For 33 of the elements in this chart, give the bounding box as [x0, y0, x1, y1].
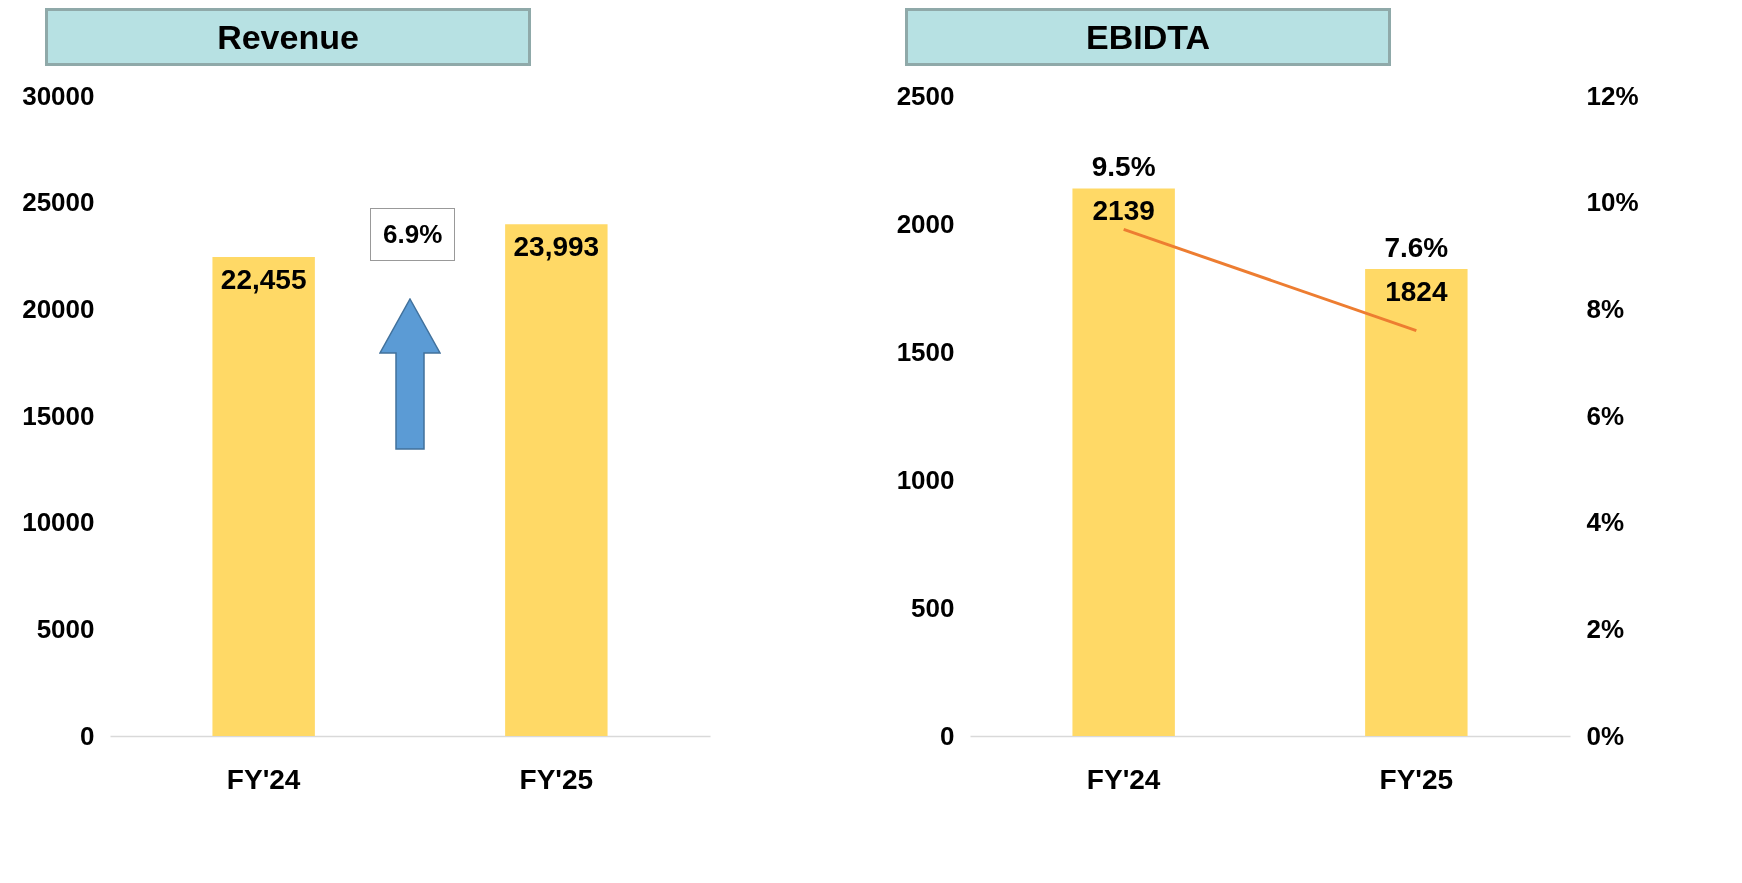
x-tick-label: FY'25: [1379, 763, 1454, 795]
data-label: 7.6%: [1384, 232, 1449, 264]
y-tick-label: 0: [940, 720, 955, 751]
y-tick-label: 25000: [22, 187, 95, 218]
y2-tick-label: 10%: [1586, 187, 1639, 218]
y2-tick-label: 6%: [1586, 400, 1625, 431]
y-tick-label: 1000: [896, 464, 955, 495]
annotation: 6.9%: [370, 208, 456, 261]
y-tick-label: 20000: [22, 293, 95, 324]
y-tick-label: 500: [911, 592, 955, 623]
x-tick-label: FY'24: [1086, 763, 1161, 795]
y-tick-label: 10000: [22, 507, 95, 538]
y-tick-label: 30000: [22, 80, 95, 111]
y-tick-label: 0: [80, 720, 95, 751]
y-tick-label: 2500: [896, 80, 955, 111]
chart-title: Revenue: [45, 8, 531, 66]
data-label: 22,455: [220, 263, 307, 295]
chart-title: EBIDTA: [905, 8, 1391, 66]
x-tick-label: FY'24: [226, 763, 301, 795]
data-label: 1824: [1385, 276, 1448, 308]
y-tick-label: 1500: [896, 336, 955, 367]
y-tick-label: 2000: [896, 208, 955, 239]
y2-tick-label: 8%: [1586, 293, 1625, 324]
y2-tick-label: 0%: [1586, 720, 1625, 751]
y2-tick-label: 12%: [1586, 80, 1639, 111]
y-tick-label: 15000: [22, 400, 95, 431]
data-label: 9.5%: [1091, 151, 1156, 183]
x-tick-label: FY'25: [519, 763, 594, 795]
y-tick-label: 5000: [36, 613, 95, 644]
y2-tick-label: 4%: [1586, 507, 1625, 538]
data-label: 23,993: [513, 231, 600, 263]
data-label: 2139: [1092, 195, 1155, 227]
y2-tick-label: 2%: [1586, 613, 1625, 644]
